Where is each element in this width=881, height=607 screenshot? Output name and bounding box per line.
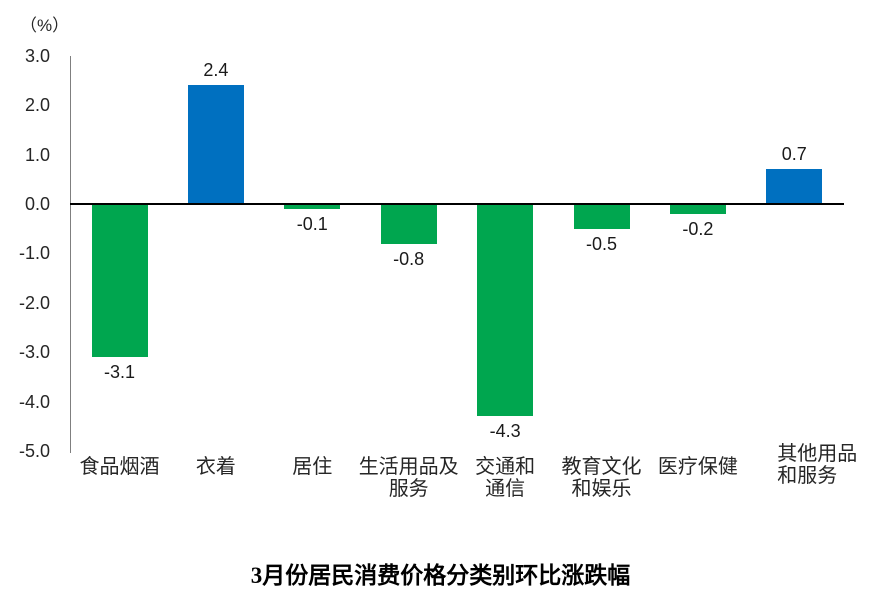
y-tick-label: -3.0 xyxy=(18,342,50,363)
bar-value-label: -0.2 xyxy=(682,218,714,239)
bar-value-label: -0.1 xyxy=(296,213,328,234)
y-tick-label: 2.0 xyxy=(24,95,50,116)
y-axis-unit-label: （%） xyxy=(20,16,70,35)
y-axis-line xyxy=(70,56,71,453)
bar xyxy=(91,204,148,358)
bar xyxy=(187,85,244,204)
zero-baseline xyxy=(70,203,844,205)
y-tick-label: 3.0 xyxy=(24,45,50,66)
y-tick-label: 1.0 xyxy=(24,144,50,165)
bar xyxy=(573,204,630,229)
y-tick-label: -4.0 xyxy=(18,391,50,412)
y-tick-label: 0.0 xyxy=(24,194,50,214)
bar-value-label: -3.1 xyxy=(103,362,136,383)
category-label: 居住 xyxy=(292,456,333,478)
chart-title: 3月份居民消费价格分类别环比涨跌幅 xyxy=(250,563,631,588)
category-label: 食品烟酒 xyxy=(79,456,160,478)
bar xyxy=(380,204,437,244)
category-label: 教育文化 和娱乐 xyxy=(561,456,642,500)
bar xyxy=(669,204,726,214)
bar-value-label: -4.3 xyxy=(489,421,521,442)
bar-value-label: -0.5 xyxy=(585,233,618,254)
category-label: 医疗保健 xyxy=(657,456,738,478)
category-label: 生活用品及 服务 xyxy=(358,456,459,500)
category-label: 其他用品 和服务 xyxy=(777,443,858,487)
bar xyxy=(284,204,341,209)
y-tick-label: -2.0 xyxy=(18,292,50,313)
bar-value-label: 0.7 xyxy=(781,144,807,165)
y-tick-label: -1.0 xyxy=(18,243,50,264)
bar-value-label: 2.4 xyxy=(203,60,229,81)
category-label: 衣着 xyxy=(195,456,236,478)
bar xyxy=(477,204,534,417)
category-label: 交通和 通信 xyxy=(475,456,536,500)
y-tick-label: -5.0 xyxy=(18,441,50,461)
bar-value-label: -0.8 xyxy=(393,248,425,269)
bar xyxy=(766,169,823,204)
